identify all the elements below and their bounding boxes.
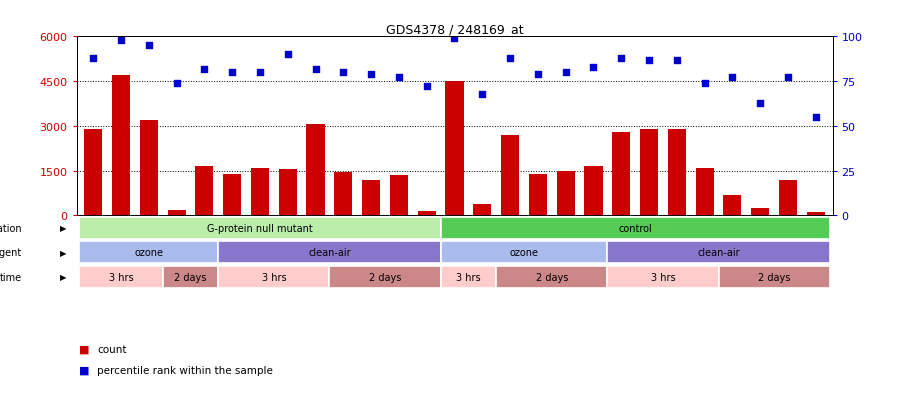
Bar [362, 180, 380, 216]
Bar [724, 195, 742, 216]
Bar [84, 130, 103, 216]
Bar [556, 171, 575, 216]
Point [364, 71, 378, 78]
Point [141, 43, 156, 50]
Bar [307, 125, 325, 216]
Bar [608, 266, 718, 288]
Bar [446, 82, 464, 216]
Text: ozone: ozone [509, 247, 538, 258]
Text: 3 hrs: 3 hrs [109, 272, 133, 282]
Point [642, 57, 656, 64]
Text: 3 hrs: 3 hrs [262, 272, 286, 282]
Bar [163, 266, 218, 288]
Bar [329, 266, 441, 288]
Bar [334, 173, 353, 216]
Bar [612, 133, 630, 216]
Bar [140, 121, 158, 216]
Point [169, 81, 184, 87]
Point [698, 81, 712, 87]
Point [586, 64, 600, 71]
Text: 2 days: 2 days [369, 272, 401, 282]
Point [86, 55, 101, 62]
Text: control: control [618, 223, 652, 233]
Text: 2 days: 2 days [175, 272, 207, 282]
Bar [752, 209, 770, 216]
Bar [496, 266, 608, 288]
Bar [668, 130, 686, 216]
Text: count: count [97, 344, 127, 354]
Bar [390, 176, 408, 216]
Text: 2 days: 2 days [536, 272, 568, 282]
Bar [473, 204, 491, 216]
Text: ■: ■ [79, 365, 90, 375]
Bar [529, 174, 547, 216]
Bar [501, 135, 519, 216]
Point [197, 66, 211, 73]
Text: ozone: ozone [134, 247, 163, 258]
Text: clean-air: clean-air [698, 247, 740, 258]
Point [614, 55, 628, 62]
Text: G-protein null mutant: G-protein null mutant [207, 223, 313, 233]
Bar [218, 242, 441, 263]
Bar [779, 180, 797, 216]
Bar [167, 210, 185, 216]
Point [781, 75, 796, 82]
Text: percentile rank within the sample: percentile rank within the sample [97, 365, 273, 375]
Bar [806, 213, 825, 216]
Point [503, 55, 517, 62]
Text: 3 hrs: 3 hrs [456, 272, 481, 282]
Point [725, 75, 740, 82]
Point [419, 84, 434, 90]
Point [336, 70, 350, 76]
Text: time: time [0, 272, 22, 282]
Text: ▶: ▶ [59, 273, 66, 281]
Point [531, 71, 545, 78]
Text: ▶: ▶ [59, 248, 66, 257]
Bar [279, 170, 297, 216]
Point [808, 114, 823, 121]
Text: genotype/variation: genotype/variation [0, 223, 22, 233]
Bar [441, 266, 496, 288]
Point [392, 75, 406, 82]
Point [447, 36, 462, 42]
Text: 2 days: 2 days [758, 272, 790, 282]
Bar [441, 217, 830, 239]
Bar [218, 266, 329, 288]
Bar [640, 130, 658, 216]
Text: 3 hrs: 3 hrs [651, 272, 675, 282]
Text: ▶: ▶ [59, 224, 66, 233]
Point [253, 70, 267, 76]
Point [309, 66, 323, 73]
Bar [441, 242, 608, 263]
Bar [195, 167, 213, 216]
Bar [584, 167, 602, 216]
Bar [79, 266, 163, 288]
Bar [112, 76, 130, 216]
Bar [79, 242, 218, 263]
Point [281, 52, 295, 58]
Bar [696, 168, 714, 216]
Text: ■: ■ [79, 344, 90, 354]
Point [670, 57, 684, 64]
Text: agent: agent [0, 247, 22, 258]
Bar [251, 168, 269, 216]
Bar [608, 242, 830, 263]
Point [475, 91, 490, 98]
Point [225, 70, 239, 76]
Bar [418, 211, 436, 216]
Title: GDS4378 / 248169_at: GDS4378 / 248169_at [386, 23, 523, 36]
Bar [223, 174, 241, 216]
Bar [718, 266, 830, 288]
Bar [79, 217, 441, 239]
Point [113, 38, 128, 44]
Point [753, 100, 768, 107]
Point [559, 70, 573, 76]
Text: clean-air: clean-air [308, 247, 351, 258]
